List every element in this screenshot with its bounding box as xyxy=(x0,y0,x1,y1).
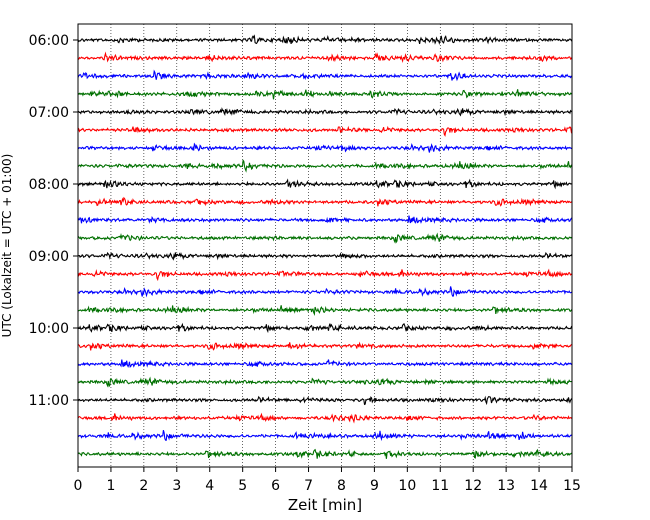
x-tick-label: 8 xyxy=(337,478,346,494)
trace-row-23 xyxy=(77,448,573,459)
grid-lines xyxy=(110,24,540,467)
y-tick-label: 08:00 xyxy=(29,177,69,193)
x-axis-ticks: 0 1 2 3 4 5 6 7 8 9 10 11 12 13 14 15 xyxy=(74,467,581,494)
trace-row-19 xyxy=(77,376,573,388)
x-tick-label: 5 xyxy=(238,478,247,494)
x-tick-label: 1 xyxy=(106,478,115,494)
x-tick-label: 3 xyxy=(172,478,181,494)
trace-row-2 xyxy=(77,69,573,82)
y-tick-label: 06:00 xyxy=(29,33,69,49)
trace-row-14 xyxy=(77,286,573,298)
trace-row-9 xyxy=(77,196,573,207)
trace-row-18 xyxy=(77,359,573,368)
x-tick-label: 4 xyxy=(205,478,214,494)
x-tick-label: 12 xyxy=(464,478,482,494)
x-tick-label: 10 xyxy=(398,478,416,494)
trace-row-21 xyxy=(77,412,573,424)
trace-row-16 xyxy=(77,322,573,334)
y-tick-label: 10:00 xyxy=(29,321,69,337)
x-tick-label: 11 xyxy=(431,478,449,494)
x-tick-label: 0 xyxy=(74,478,83,494)
trace-row-13 xyxy=(77,268,573,282)
y-axis-label: UTC (Lokalzeit = UTC + 01:00) xyxy=(0,154,14,338)
trace-row-1 xyxy=(77,51,573,64)
trace-row-17 xyxy=(78,341,573,351)
x-tick-label: 2 xyxy=(139,478,148,494)
y-tick-label: 11:00 xyxy=(29,393,69,409)
trace-row-4 xyxy=(77,107,573,117)
y-tick-label: 09:00 xyxy=(29,249,69,265)
x-tick-label: 9 xyxy=(370,478,379,494)
x-tick-label: 13 xyxy=(497,478,515,494)
trace-row-22 xyxy=(77,430,573,442)
x-tick-label: 6 xyxy=(271,478,280,494)
trace-row-20 xyxy=(77,395,573,406)
plot-frame xyxy=(77,23,573,468)
trace-row-10 xyxy=(77,215,573,224)
trace-row-15 xyxy=(77,305,573,316)
trace-row-0 xyxy=(77,34,573,46)
y-tick-label: 07:00 xyxy=(29,105,69,121)
x-tick-label: 15 xyxy=(563,478,581,494)
trace-row-5 xyxy=(77,125,573,137)
trace-row-3 xyxy=(77,89,573,100)
trace-row-6 xyxy=(77,142,573,153)
trace-row-8 xyxy=(77,178,573,190)
y-axis-ticks: 06:00 07:00 08:00 09:00 10:00 11:00 xyxy=(29,33,78,409)
trace-row-7 xyxy=(77,159,573,173)
trace-row-12 xyxy=(78,251,573,261)
x-axis-label: Zeit [min] xyxy=(288,496,362,514)
seismic-traces xyxy=(77,34,573,459)
trace-row-11 xyxy=(77,232,573,244)
x-tick-label: 7 xyxy=(304,478,313,494)
x-tick-label: 14 xyxy=(530,478,548,494)
